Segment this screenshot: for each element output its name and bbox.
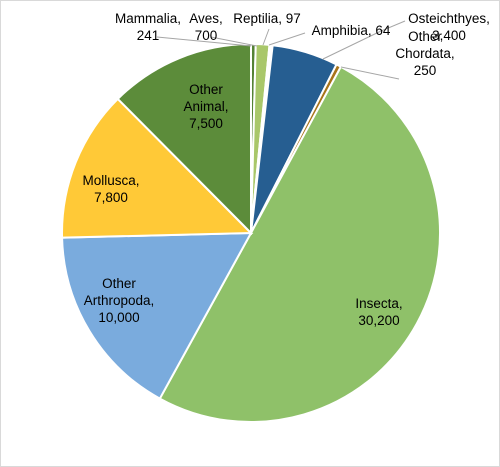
- data-label-line: 250: [414, 63, 437, 78]
- data-label-line: Other: [408, 29, 442, 44]
- data-label-line: 241: [137, 28, 160, 43]
- data-label-aves: Aves, 700: [189, 11, 223, 43]
- leader-line-amphibia: [268, 32, 306, 46]
- pie-slice-other-animal: [116, 42, 252, 236]
- leader-line-osteichthyes: [322, 20, 406, 60]
- data-label-line: Reptilia, 97: [233, 11, 301, 26]
- data-label-line: Amphibia, 64: [312, 23, 391, 38]
- data-label-line: 10,000: [98, 310, 139, 325]
- data-label-line: 7,500: [189, 116, 223, 131]
- leader-line-other-chordata: [340, 66, 400, 80]
- data-label-other-arthropoda: Other Arthropoda, 10,000: [84, 276, 155, 325]
- data-label-line: 3,400: [432, 28, 466, 43]
- pie-slices: [61, 42, 442, 423]
- leader-line-mammalia: [156, 36, 252, 47]
- data-labels: Mammalia, 241 Aves, 700 Reptilia, 97 Amphibia…: [82, 11, 489, 328]
- pie-slice-other-arthropoda: [61, 231, 253, 400]
- leader-lines: [156, 20, 406, 80]
- leader-line-aves: [210, 36, 258, 47]
- data-label-amphibia: Amphibia, 64: [312, 23, 391, 38]
- pie-slice-insecta: [158, 65, 442, 423]
- data-label-line: Arthropoda,: [84, 293, 155, 308]
- data-label-line: Mollusca,: [82, 173, 139, 188]
- data-label-mollusca: Mollusca, 7,800: [82, 173, 139, 205]
- data-label-other-animal: Other Animal, 7,500: [183, 82, 228, 131]
- data-label-line: Mammalia,: [115, 11, 181, 26]
- data-label-line: Insecta,: [355, 296, 402, 311]
- data-label-other-chordata: Other Chordata, 250: [395, 29, 454, 78]
- data-label-line: Aves,: [189, 11, 223, 26]
- data-label-line: Other: [102, 276, 136, 291]
- data-label-line: 700: [195, 28, 218, 43]
- data-label-reptilia: Reptilia, 97: [233, 11, 301, 26]
- leader-line-reptilia: [262, 28, 270, 46]
- data-label-line: 30,200: [358, 313, 399, 328]
- data-label-line: Chordata,: [395, 46, 454, 61]
- data-label-line: Animal,: [183, 99, 228, 114]
- data-label-mammalia: Mammalia, 241: [115, 11, 181, 43]
- pie-slice-mollusca: [61, 97, 254, 239]
- data-label-line: 7,800: [94, 190, 128, 205]
- data-label-osteichthyes: Osteichthyes, 3,400: [408, 11, 490, 43]
- data-label-line: Osteichthyes,: [408, 11, 490, 26]
- data-label-line: Other: [189, 82, 223, 97]
- data-label-insecta: Insecta, 30,200: [355, 296, 402, 328]
